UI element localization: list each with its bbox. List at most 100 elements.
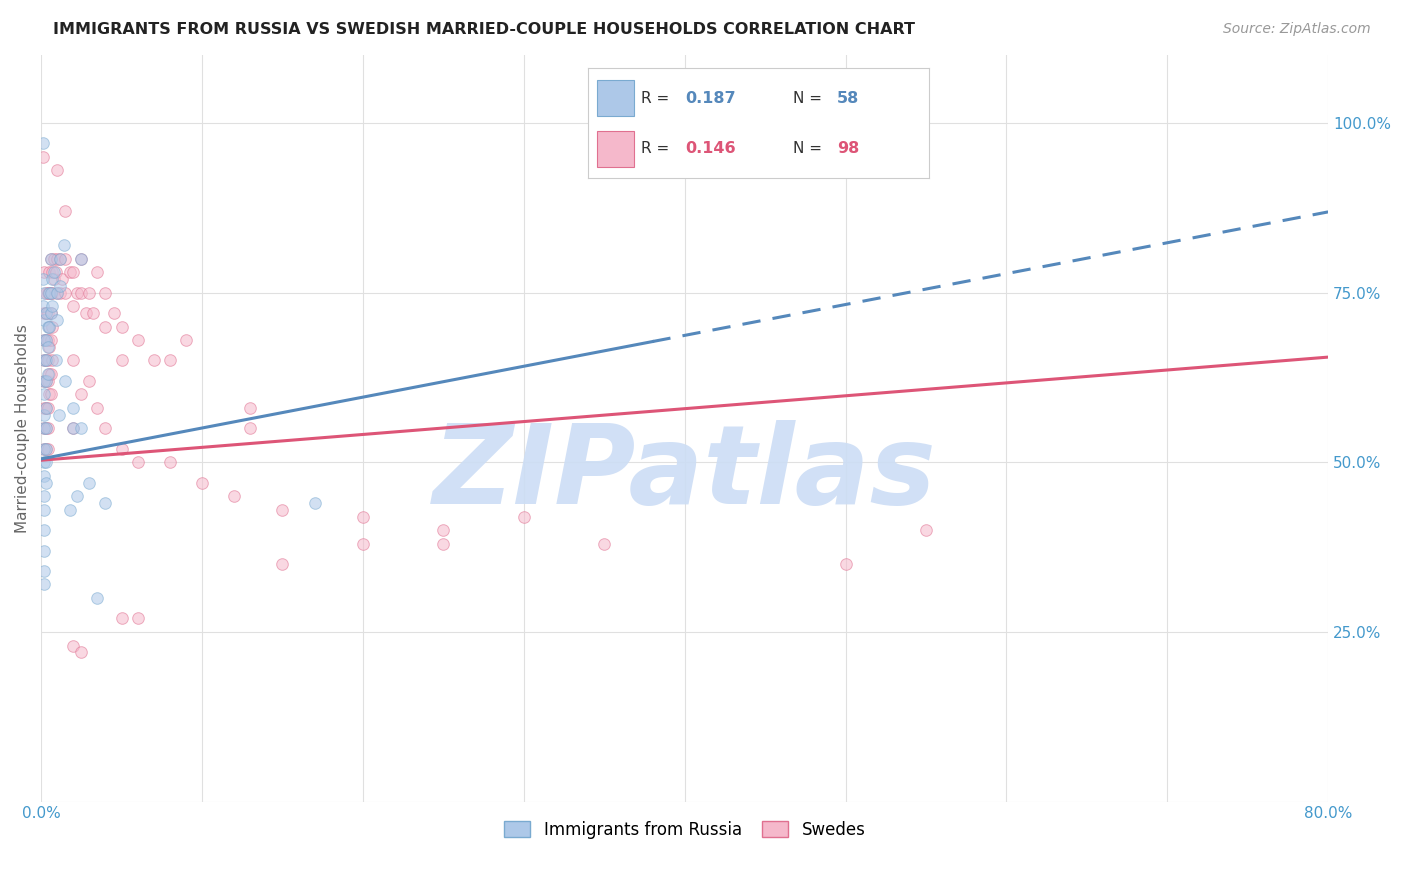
Point [127,333,149,347]
Point [46,252,69,266]
Point [62,401,84,415]
Point [53,285,76,300]
Point [59,265,82,279]
Text: Source: ZipAtlas.com: Source: ZipAtlas.com [1223,22,1371,37]
Point [224,489,246,503]
Point [38,285,60,300]
Point [34,313,56,327]
Point [86,265,108,279]
Point [271,503,294,517]
Point [191,475,214,490]
Point [34,333,56,347]
Point [35,306,58,320]
Point [49,285,72,300]
Point [35,421,58,435]
Point [34,489,56,503]
Point [239,421,262,435]
Point [79,475,101,490]
Point [70,252,93,266]
Point [35,421,58,435]
Point [41,299,63,313]
Point [127,455,149,469]
Point [31,150,53,164]
Point [82,306,104,320]
Point [35,401,58,415]
Point [65,285,87,300]
Point [39,306,62,320]
Legend: Immigrants from Russia, Swedes: Immigrants from Russia, Swedes [496,814,872,846]
Point [110,319,132,334]
Point [142,353,165,368]
Point [39,252,62,266]
Point [38,319,60,334]
Point [159,353,181,368]
Point [70,252,93,266]
Point [46,285,69,300]
Point [35,306,58,320]
Point [34,285,56,300]
Point [45,353,67,368]
Point [62,639,84,653]
Point [34,421,56,435]
Point [41,285,63,300]
Point [94,496,117,510]
Point [34,442,56,456]
Point [35,401,58,415]
Point [49,252,72,266]
Point [37,333,59,347]
Point [42,265,65,279]
Point [34,265,56,279]
Point [31,272,53,286]
Point [34,421,56,435]
Point [35,285,58,300]
Point [37,306,59,320]
Point [37,421,59,435]
Point [41,319,63,334]
Point [62,421,84,435]
Point [37,367,59,381]
Point [593,537,616,551]
Point [304,496,326,510]
Point [46,163,69,178]
Point [35,455,58,469]
Point [46,313,69,327]
Point [62,265,84,279]
Point [37,442,59,456]
Point [39,367,62,381]
Point [271,557,294,571]
Point [70,421,93,435]
Point [34,401,56,415]
Point [62,299,84,313]
Point [39,387,62,401]
Point [41,353,63,368]
Point [34,503,56,517]
Point [35,475,58,490]
Point [352,509,374,524]
Point [31,136,53,151]
Point [65,489,87,503]
Point [37,353,59,368]
Point [79,374,101,388]
Point [110,442,132,456]
Text: ZIPatlas: ZIPatlas [433,419,936,526]
Point [42,252,65,266]
Point [34,543,56,558]
Point [352,537,374,551]
Point [39,252,62,266]
Point [53,252,76,266]
Point [35,374,58,388]
Point [34,442,56,456]
Point [75,306,97,320]
Point [35,442,58,456]
Point [34,333,56,347]
Point [38,367,60,381]
Point [432,523,454,537]
Point [59,503,82,517]
Point [103,306,125,320]
Point [51,272,73,286]
Point [35,353,58,368]
Point [34,374,56,388]
Point [34,306,56,320]
Point [159,455,181,469]
Point [35,333,58,347]
